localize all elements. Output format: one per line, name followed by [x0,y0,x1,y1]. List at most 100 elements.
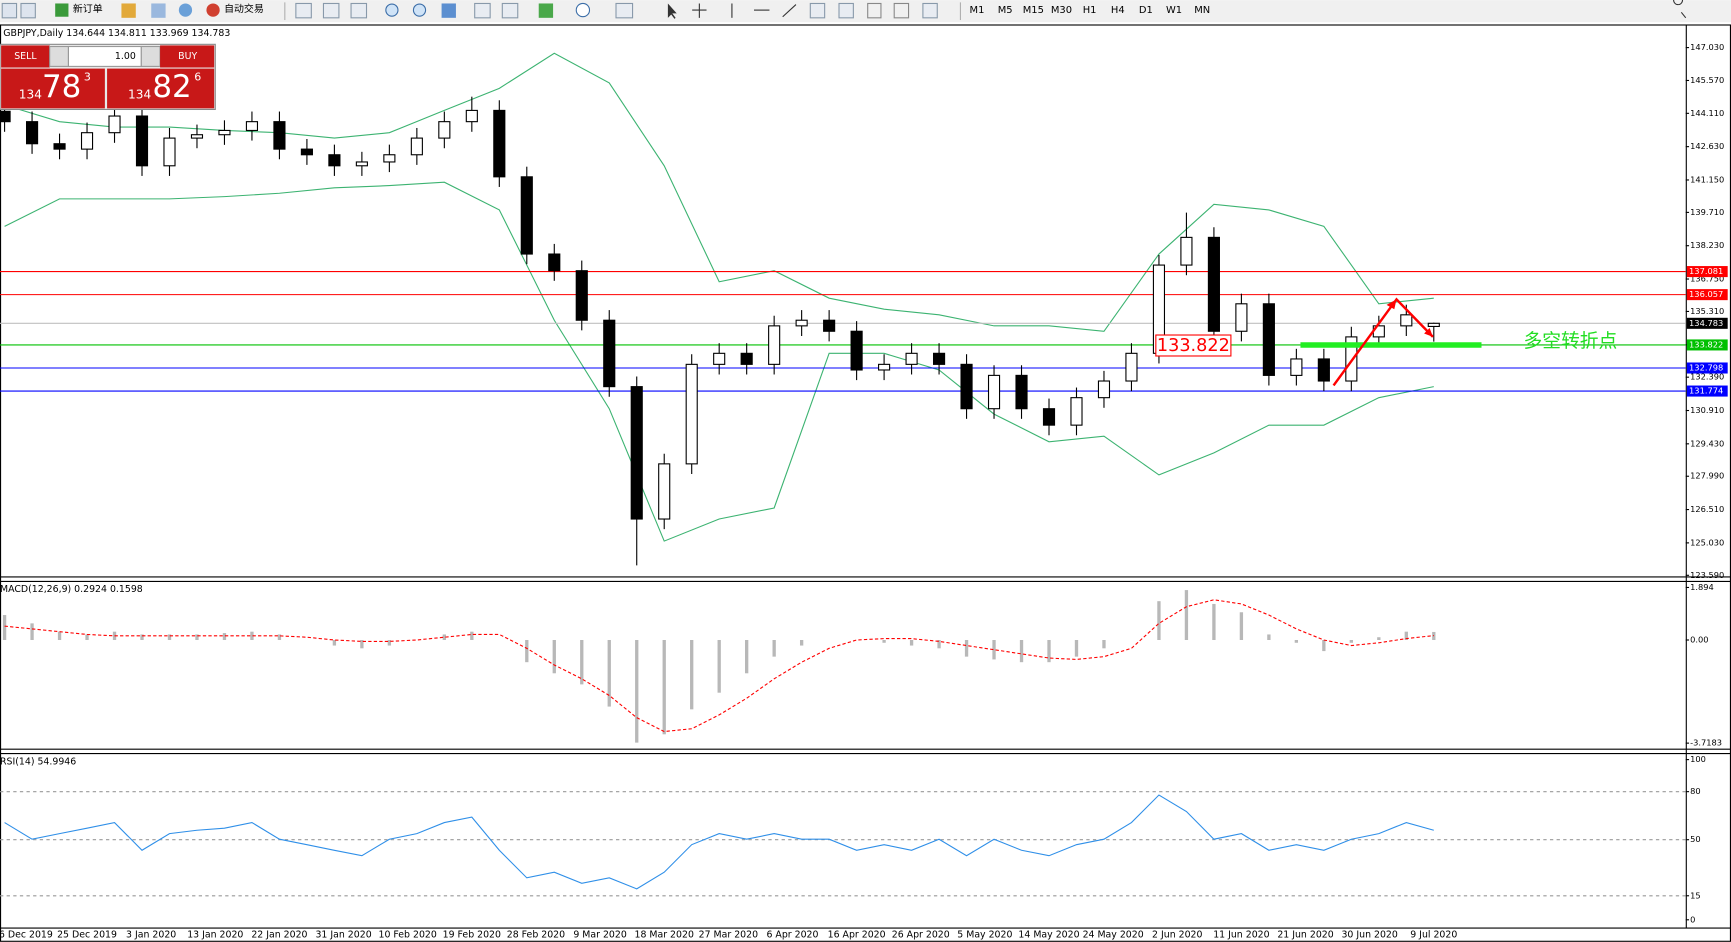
ask-big[interactable]: 134 [128,88,151,102]
bid-pips[interactable]: 78 [42,69,81,105]
crosshair-icon[interactable] [692,3,707,18]
rsi-line [4,794,1434,890]
lot-up[interactable] [140,45,161,67]
sell-label[interactable]: SELL [14,51,37,62]
icon[interactable] [1,2,18,19]
sell-button[interactable] [1,45,50,68]
candle-body [300,148,313,156]
timeframe-button[interactable]: M5 [998,5,1013,16]
timeframe-button[interactable]: W1 [1166,5,1182,16]
level-tag [1686,385,1728,397]
macd-bar [1239,612,1244,641]
candle-body [273,121,286,150]
ask-point[interactable]: 6 [194,70,201,83]
y-tick-label: 147.030 [1690,42,1724,52]
icon[interactable] [121,3,136,18]
timeframe-button[interactable]: H4 [1111,5,1125,16]
icon[interactable] [838,2,854,19]
macd-bar [635,640,639,743]
macd-bar [525,640,529,663]
cursor-icon[interactable] [667,3,677,19]
macd-bar [1047,640,1051,663]
chart-frame [0,24,1731,942]
timeframe-button[interactable]: H1 [1083,5,1097,16]
icon[interactable] [474,2,491,19]
macd-bar [195,634,199,641]
icon[interactable] [55,3,69,17]
icon[interactable] [295,2,312,19]
bid-big[interactable]: 134 [19,88,42,102]
search-icon[interactable] [1673,0,1687,19]
x-tick-label: 13 Jan 2020 [187,930,243,941]
icon[interactable] [206,3,220,17]
timeframe-button[interactable]: M1 [970,5,985,16]
candle-body [218,129,231,136]
timeframe-button[interactable]: M30 [1051,5,1072,16]
icon[interactable] [441,3,456,18]
icon[interactable] [893,2,910,19]
candle-body [823,319,836,332]
candle-body [25,121,39,145]
buy-button[interactable] [160,45,215,68]
timeframe-button[interactable]: M15 [1023,5,1044,16]
lot-value[interactable]: 1.00 [115,51,136,62]
candle-body [658,463,671,520]
y-tick-label: 141.150 [1690,174,1724,184]
icon[interactable] [867,2,882,19]
candle-body [108,115,121,134]
lot-down[interactable] [49,45,69,67]
icon[interactable] [412,3,427,17]
y-tick-label: 129.430 [1690,438,1724,448]
candle-body [1070,397,1083,426]
auto-trading[interactable]: 自动交易 [224,2,264,15]
macd-bar [332,640,337,646]
buy-label[interactable]: BUY [178,51,197,62]
candle-body [520,176,533,255]
candle-body [932,352,946,365]
icon[interactable] [922,2,938,19]
y-tick-label: 0.00 [1690,635,1708,645]
ask-pips[interactable]: 82 [152,69,191,105]
candle-body [383,154,396,163]
icon[interactable] [501,2,519,19]
macd-bar [882,640,886,643]
bid-box[interactable] [1,68,105,109]
timeframe-button[interactable]: MN [1194,5,1210,16]
timeframe-button[interactable]: D1 [1139,5,1153,16]
macd-bar [1349,640,1353,643]
icon[interactable] [538,3,554,18]
icon[interactable] [178,3,193,17]
icon[interactable] [20,2,36,19]
icon[interactable] [385,3,399,17]
new-order[interactable]: 新订单 [73,2,103,15]
y-tick-label: 1.894 [1690,582,1714,592]
icon[interactable] [322,2,340,19]
y-tick-label: 138.230 [1690,240,1724,250]
level-tag [1686,317,1728,329]
y-tick-label: 139.710 [1690,207,1724,217]
icon[interactable] [575,2,591,18]
bid-point[interactable]: 3 [84,70,91,83]
candle-body [1207,236,1220,332]
ask-box[interactable] [107,68,215,109]
icon[interactable] [350,2,368,19]
icon[interactable] [615,2,634,19]
icon[interactable] [151,3,166,18]
y-tick-label: 80 [1690,786,1701,796]
macd-bar [909,640,914,646]
macd-bar [1184,590,1189,641]
x-tick-label: 18 Mar 2020 [634,930,693,941]
candle-body [493,109,506,178]
y-tick-label: 127.990 [1690,471,1724,481]
macd-bar [1212,603,1216,641]
level-tag-label: 132.798 [1689,363,1723,373]
candle-body [1015,374,1028,410]
icon[interactable] [809,2,826,19]
macd-bar [717,640,721,693]
candle-body [1097,380,1111,399]
one-click-panel: SELL 1.00 BUY 134 78 3 134 82 6 [0,43,216,111]
y-tick-label: 50 [1690,834,1701,844]
candle-body [1262,303,1275,376]
trendline-icon[interactable] [782,4,797,18]
